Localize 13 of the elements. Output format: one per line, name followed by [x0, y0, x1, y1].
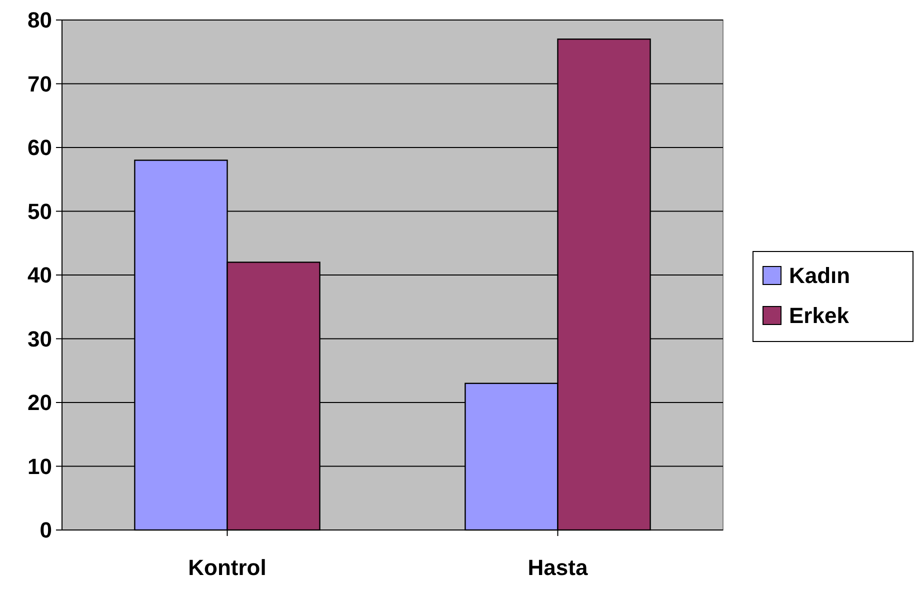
x-tick-label: Kontrol [188, 555, 266, 580]
y-tick-label: 10 [28, 454, 52, 479]
y-tick-label: 60 [28, 135, 52, 160]
y-tick-label: 50 [28, 198, 52, 224]
y-tick-label: 40 [28, 262, 52, 288]
y-tick-label: 70 [28, 71, 52, 96]
legend-label: Kadın [789, 263, 850, 288]
legend-label: Erkek [789, 303, 850, 328]
x-tick-label: Hasta [528, 555, 588, 580]
y-tick-label: 30 [28, 326, 52, 352]
y-tick-label: 0 [40, 518, 52, 543]
y-tick-label: 80 [28, 8, 52, 33]
y-tick-label: 20 [28, 390, 52, 416]
